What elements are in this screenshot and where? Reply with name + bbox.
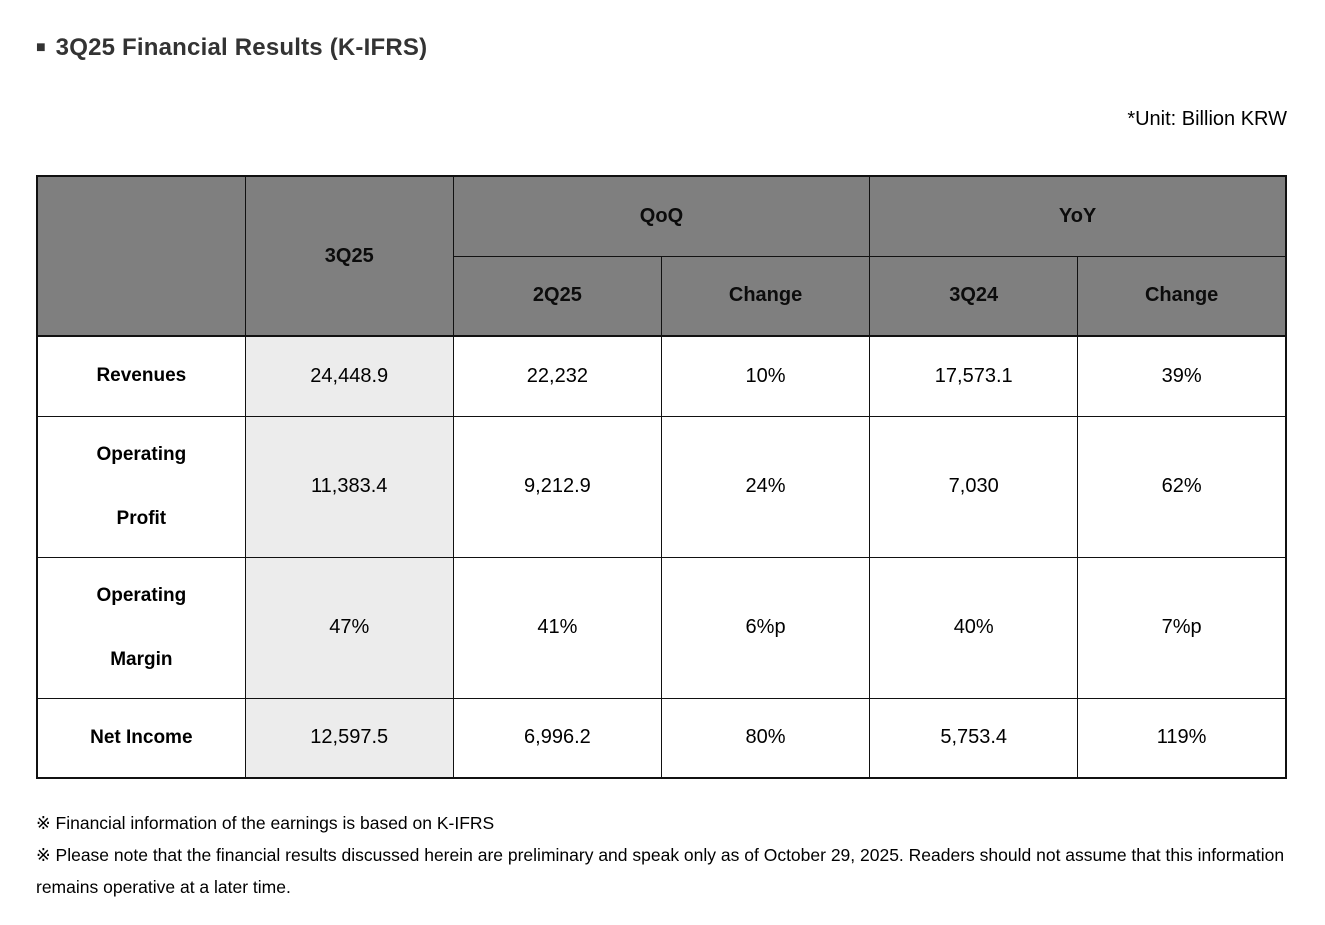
row-label-lines: Operating Margin <box>38 585 245 671</box>
cell-net-income-qoq-change: 80% <box>660 697 871 779</box>
row-label-revenues: Revenues <box>36 335 246 417</box>
table-row-net-income: Net Income 12,597.5 6,996.2 80% 5,753.4 … <box>36 697 1287 779</box>
cell-revenues-qoq-change: 10% <box>660 335 871 417</box>
header-row-groups: 3Q25 QoQ YoY <box>36 175 1287 337</box>
title-bullet-square-icon: ■ <box>36 39 46 56</box>
cell-revenues-3q24: 17,573.1 <box>869 335 1079 417</box>
header-cell-qoq-change: Change <box>660 255 871 337</box>
table-body: Revenues 24,448.9 22,232 10% 17,573.1 39… <box>36 335 1287 779</box>
row-label-lines: Net Income <box>38 727 245 749</box>
table-row-operating-margin: Operating Margin 47% 41% 6%p 40% 7%p <box>36 556 1287 699</box>
cell-net-income-3q24: 5,753.4 <box>869 697 1079 779</box>
cell-revenues-3q25: 24,448.9 <box>244 335 454 417</box>
row-label-line: Profit <box>116 507 167 529</box>
cell-operating-margin-3q25: 47% <box>244 556 454 699</box>
header-row-subcolumns: 2Q25 Change 3Q24 Change <box>37 255 1287 337</box>
cell-operating-profit-3q24: 7,030 <box>869 415 1079 558</box>
cell-net-income-yoy-change: 119% <box>1077 697 1287 779</box>
row-label-operating-profit: Operating Profit <box>36 415 246 558</box>
row-label-net-income: Net Income <box>36 697 246 779</box>
header-cell-3q25: 3Q25 <box>244 175 454 337</box>
table-row-operating-profit: Operating Profit 11,383.4 9,212.9 24% 7,… <box>36 415 1287 558</box>
cell-operating-margin-2q25: 41% <box>452 556 662 699</box>
footnote-kifrs-basis: ※ Financial information of the earnings … <box>36 813 495 833</box>
row-label-line: Net Income <box>90 726 193 748</box>
row-label-line: Margin <box>110 648 173 670</box>
row-label-line: Operating <box>96 443 187 465</box>
page-title: ■ 3Q25 Financial Results (K-IFRS) <box>36 34 1287 62</box>
header-cell-3q24: 3Q24 <box>869 255 1079 337</box>
row-label-line: Revenues <box>96 365 187 387</box>
row-label-operating-margin: Operating Margin <box>36 556 246 699</box>
header-cell-yoy-change: Change <box>1077 255 1287 337</box>
cell-net-income-2q25: 6,996.2 <box>452 697 662 779</box>
header-cell-qoq: QoQ <box>452 175 871 257</box>
cell-operating-margin-qoq-change: 6%p <box>660 556 871 699</box>
cell-operating-profit-3q25: 11,383.4 <box>244 415 454 558</box>
row-label-lines: Operating Profit <box>38 444 245 530</box>
header-cell-2q25: 2Q25 <box>452 255 662 337</box>
footnotes: ※ Financial information of the earnings … <box>36 807 1287 903</box>
table-header: 3Q25 QoQ YoY 2Q25 Change 3Q24 Change <box>36 175 1287 337</box>
corner-header-cell <box>36 175 246 337</box>
title-text: 3Q25 Financial Results (K-IFRS) <box>55 34 428 61</box>
row-label-line: Operating <box>96 584 187 606</box>
header-cell-yoy: YoY <box>869 175 1287 257</box>
cell-revenues-yoy-change: 39% <box>1077 335 1287 417</box>
cell-operating-margin-3q24: 40% <box>869 556 1079 699</box>
cell-operating-profit-2q25: 9,212.9 <box>452 415 662 558</box>
cell-operating-profit-qoq-change: 24% <box>660 415 871 558</box>
cell-operating-margin-yoy-change: 7%p <box>1077 556 1287 699</box>
unit-note: *Unit: Billion KRW <box>1127 108 1287 130</box>
cell-net-income-3q25: 12,597.5 <box>244 697 454 779</box>
footnote-preliminary-disclaimer: ※ Please note that the financial results… <box>36 845 1285 897</box>
cell-operating-profit-yoy-change: 62% <box>1077 415 1287 558</box>
cell-revenues-2q25: 22,232 <box>452 335 662 417</box>
financial-results-table: 3Q25 QoQ YoY 2Q25 Change 3Q24 Change Rev… <box>36 175 1287 779</box>
table-row-revenues: Revenues 24,448.9 22,232 10% 17,573.1 39… <box>36 335 1287 417</box>
row-label-lines: Revenues <box>38 365 245 387</box>
